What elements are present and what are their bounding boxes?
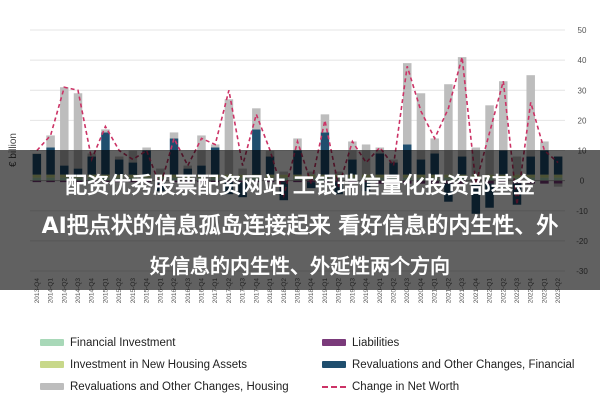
x-tick-label: 2023-Q1 bbox=[541, 278, 548, 304]
y-tick-label: 30 bbox=[578, 86, 587, 95]
legend-item-revaluations-housing: Revaluations and Other Changes, Housing bbox=[40, 378, 289, 396]
x-tick-label: 2017-Q3 bbox=[240, 278, 247, 304]
legend-item-investment-housing: Investment in New Housing Assets bbox=[40, 356, 247, 374]
bar-segment bbox=[46, 135, 55, 148]
legend-swatch bbox=[322, 339, 346, 347]
bar-segment bbox=[210, 144, 220, 148]
legend-label: Revaluations and Other Changes, Financia… bbox=[352, 359, 575, 371]
x-tick-label: 2018-Q3 bbox=[295, 278, 302, 304]
x-tick-label: 2016-Q1 bbox=[157, 278, 164, 304]
x-tick-label: 2014-Q1 bbox=[48, 278, 55, 304]
x-tick-label: 2019-Q1 bbox=[322, 278, 329, 304]
bar-segment bbox=[73, 93, 83, 169]
bar-segment bbox=[430, 138, 439, 154]
bar-segment bbox=[101, 129, 110, 133]
bar-segment bbox=[224, 99, 234, 175]
x-tick-label: 2022-Q2 bbox=[500, 278, 507, 304]
bar-segment bbox=[416, 93, 426, 160]
x-tick-label: 2021-Q2 bbox=[445, 278, 452, 304]
x-tick-label: 2022-Q4 bbox=[528, 278, 535, 304]
x-tick-label: 2022-Q3 bbox=[514, 278, 521, 304]
legend-label: Liabilities bbox=[352, 337, 400, 349]
x-tick-label: 2021-Q4 bbox=[473, 278, 480, 304]
x-tick-label: 2013-Q4 bbox=[34, 278, 41, 304]
x-tick-label: 2017-Q4 bbox=[253, 278, 260, 304]
legend-swatch bbox=[40, 383, 64, 391]
x-tick-label: 2015-Q2 bbox=[116, 278, 123, 304]
x-tick-label: 2019-Q3 bbox=[349, 278, 356, 304]
x-tick-label: 2016-Q4 bbox=[198, 278, 205, 304]
bar-segment bbox=[293, 138, 302, 151]
legend-label: Change in Net Worth bbox=[352, 381, 460, 393]
x-tick-label: 2023-Q2 bbox=[555, 278, 562, 304]
y-tick-label: 40 bbox=[578, 56, 587, 65]
x-tick-label: 2020-Q2 bbox=[391, 278, 398, 304]
x-tick-label: 2022-Q1 bbox=[487, 278, 494, 304]
chart-legend: Financial Investment Investment in New H… bbox=[0, 326, 600, 400]
bar-segment bbox=[540, 141, 549, 151]
legend-item-change-net-worth: Change in Net Worth bbox=[322, 378, 459, 396]
bar-segment bbox=[485, 105, 494, 175]
x-tick-label: 2019-Q2 bbox=[336, 278, 343, 304]
x-tick-label: 2015-Q4 bbox=[144, 278, 151, 304]
x-tick-label: 2016-Q2 bbox=[171, 278, 178, 304]
x-tick-label: 2018-Q1 bbox=[267, 278, 274, 304]
bar-segment bbox=[252, 108, 261, 130]
legend-item-liabilities: Liabilities bbox=[322, 334, 399, 352]
x-tick-label: 2015-Q1 bbox=[102, 278, 109, 304]
x-tick-label: 2020-Q3 bbox=[404, 278, 411, 304]
x-tick-label: 2021-Q1 bbox=[432, 278, 439, 304]
x-tick-label: 2020-Q1 bbox=[377, 278, 384, 304]
overlay-headline-line-3: 好信息的内生性、外延性两个方向 bbox=[150, 254, 450, 278]
legend-label: Revaluations and Other Changes, Housing bbox=[70, 381, 289, 393]
y-tick-label: 20 bbox=[578, 116, 587, 125]
x-tick-label: 2017-Q2 bbox=[226, 278, 233, 304]
legend-label: Investment in New Housing Assets bbox=[70, 359, 248, 371]
bar-segment bbox=[142, 147, 151, 151]
legend-item-revaluations-financial: Revaluations and Other Changes, Financia… bbox=[322, 356, 574, 374]
x-tick-label: 2015-Q3 bbox=[130, 278, 137, 304]
legend-swatch bbox=[322, 361, 346, 369]
x-tick-label: 2018-Q2 bbox=[281, 278, 288, 304]
legend-item-financial-investment: Financial Investment bbox=[40, 334, 175, 352]
bar-segment bbox=[457, 57, 467, 157]
overlay-headline-line-1: 配资优秀股票配资网站 工银瑞信量化投资部基金 bbox=[65, 174, 535, 199]
x-tick-label: 2020-Q4 bbox=[418, 278, 425, 304]
bar-segment bbox=[444, 84, 453, 175]
y-tick-label: 50 bbox=[578, 26, 587, 35]
x-tick-label: 2017-Q1 bbox=[212, 278, 219, 304]
bar-segment bbox=[60, 87, 69, 166]
legend-label: Financial Investment bbox=[70, 337, 176, 349]
legend-swatch bbox=[40, 339, 64, 347]
x-tick-label: 2014-Q2 bbox=[61, 278, 68, 304]
legend-dash bbox=[322, 385, 346, 388]
bar-segment bbox=[402, 63, 412, 145]
x-tick-label: 2018-Q4 bbox=[308, 278, 315, 304]
overlay-banner bbox=[0, 150, 600, 290]
overlay-headline-line-2: AI把点状的信息孤岛连接起来 看好信息的内生性、外 bbox=[41, 214, 559, 239]
bar-segment bbox=[526, 75, 535, 157]
bar-segment bbox=[499, 81, 508, 151]
x-tick-label: 2014-Q3 bbox=[75, 278, 82, 304]
x-tick-label: 2016-Q3 bbox=[185, 278, 192, 304]
x-tick-label: 2019-Q4 bbox=[363, 278, 370, 304]
x-tick-label: 2021-Q3 bbox=[459, 278, 466, 304]
legend-swatch bbox=[40, 361, 64, 369]
x-tick-label: 2014-Q4 bbox=[89, 278, 96, 304]
bar-segment bbox=[169, 132, 179, 139]
